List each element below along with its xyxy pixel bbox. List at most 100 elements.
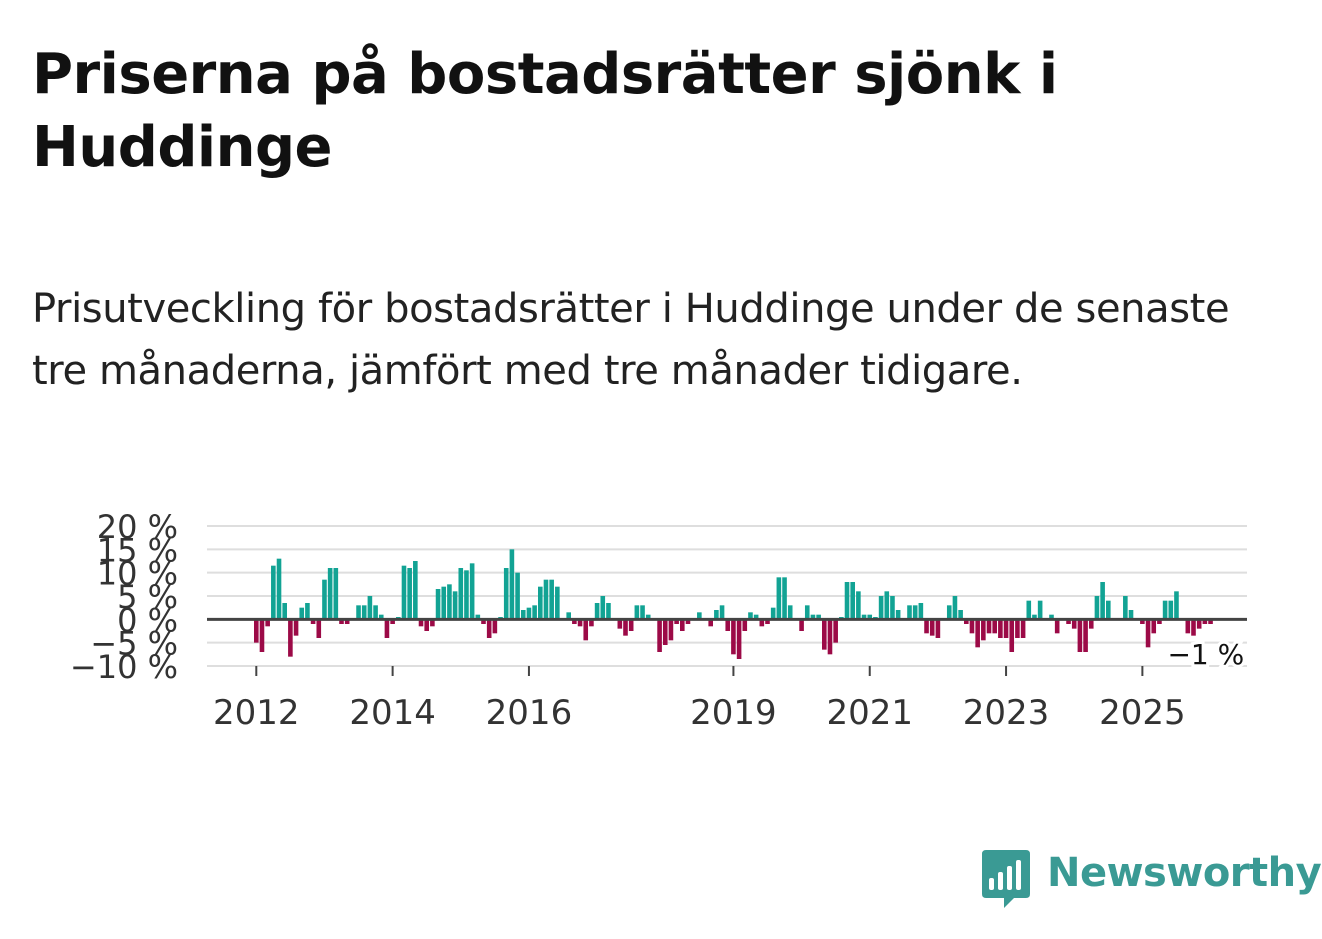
bar [310,619,316,624]
bar [776,577,782,620]
bar [327,568,333,620]
bar [441,586,447,620]
bar [810,614,816,620]
bar [742,619,748,631]
x-tick-label: 2023 [963,693,1050,733]
bar [844,582,850,620]
last-value-annotation: −1 % [1164,635,1247,674]
bar [549,579,554,620]
bar [833,619,838,643]
bar [1066,619,1071,624]
bar [481,619,486,624]
bar [1106,600,1111,620]
y-tick-label: −5 % [90,625,178,663]
bar [770,607,776,620]
bar [924,619,929,634]
bar [617,619,623,629]
annotation-label: −1 % [1167,638,1244,671]
bar [299,607,305,620]
bar [861,614,867,620]
bar [594,603,600,620]
bar [907,605,912,620]
bar [390,619,395,624]
bar [424,619,429,631]
bar [929,619,935,636]
bar [759,619,765,627]
bar [538,586,543,620]
newsworthy-logo: Newsworthy [980,848,1322,912]
bar [1088,619,1094,629]
price-change-chart: −10 %−5 %0 %5 %10 %15 %20 % 2012 2014 2016… [70,508,1247,733]
bar [1054,619,1060,634]
bar [964,619,969,624]
bar [634,605,640,620]
bar [1049,614,1054,620]
bar [503,568,509,620]
y-tick-label: 5 % [117,578,178,616]
bar [1026,600,1032,620]
bar [640,605,645,620]
bar [708,619,713,627]
bar [589,619,594,627]
bar [1128,610,1134,620]
bar [946,605,952,620]
bar [668,619,674,641]
bar [356,605,361,620]
bar [543,579,549,620]
bar [1077,619,1083,652]
bar [680,619,685,631]
bar [992,619,997,634]
bar [486,619,492,638]
chart-subtitle: Prisutveckling för bostadsrätter i Huddi… [32,286,1230,394]
bar [373,605,378,620]
bar [532,605,537,620]
y-tick-label: −10 % [70,648,178,686]
bar [288,619,293,657]
bar [804,605,810,620]
bar [697,612,702,620]
bar [384,619,390,638]
bar [856,591,861,620]
y-tick-label: 20 % [97,508,178,546]
y-tick-label: 0 % [117,601,178,639]
bar [975,619,980,648]
bar [413,561,418,620]
bar [458,568,464,620]
bars [254,549,1213,659]
bar [1003,619,1009,638]
y-tick-label: 10 % [97,555,178,593]
bar [981,619,986,641]
bar [912,605,918,620]
bar [452,591,458,620]
bar [878,596,884,620]
bar [1009,619,1015,652]
bar [1015,619,1020,638]
bar [418,619,424,627]
bar [719,605,725,620]
bar [322,579,327,620]
bar [271,565,276,620]
bar [606,603,611,620]
bar [475,614,481,620]
bar [509,549,515,620]
bar [884,591,890,620]
bar [1123,596,1128,620]
bar [435,589,441,620]
bar [1196,619,1202,629]
bar [492,619,498,634]
bar [998,619,1003,638]
bar [344,619,350,624]
bar [890,596,895,620]
logo-text: Newsworthy [1047,850,1322,896]
bar [736,619,742,659]
grid-lines [207,525,1247,667]
bar [628,619,634,631]
x-tick-label: 2016 [486,693,573,733]
x-axis-ticks: 2012 2014 2016 2019 2021 2023 2025 [213,666,1186,733]
bar [276,558,282,620]
bar [986,619,992,634]
bar-chart-speech-bubble-icon [982,850,1030,908]
bar [1140,619,1145,624]
bar [1202,619,1208,624]
bar [1100,582,1105,620]
